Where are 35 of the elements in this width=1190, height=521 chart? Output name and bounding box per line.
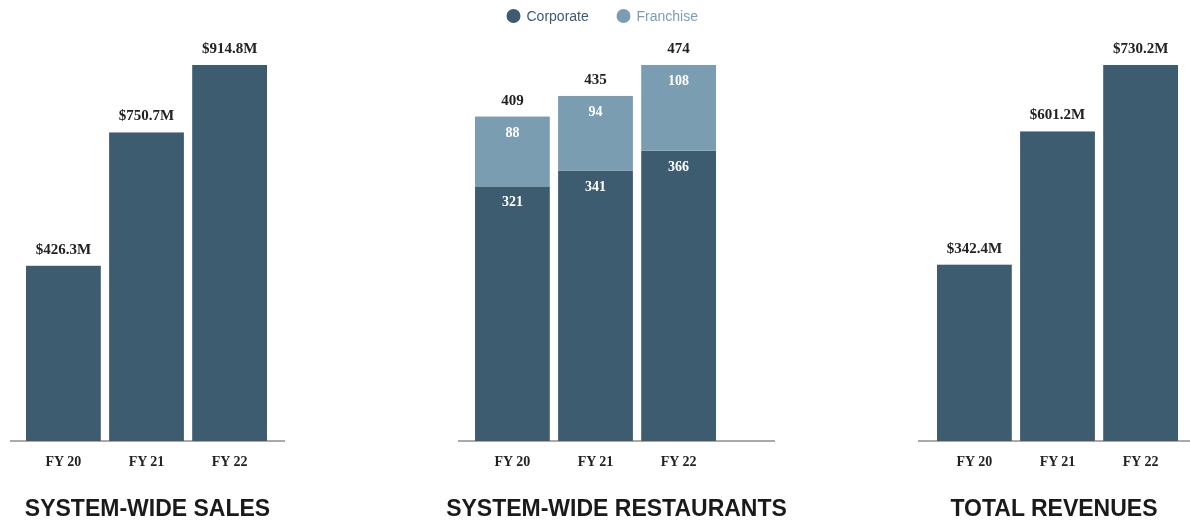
text: TOTAL REVENUES	[950, 495, 1158, 521]
bar	[558, 170, 633, 441]
x-tick-label: FY 22	[211, 454, 248, 469]
bar	[558, 95, 633, 171]
data-label: 94	[588, 103, 603, 119]
data-label: 341	[585, 178, 606, 194]
bar	[641, 65, 716, 151]
x-tick-label: FY 20	[494, 454, 531, 469]
data-label: $730.2M	[1112, 40, 1169, 56]
data-label: $342.4M	[946, 239, 1003, 256]
total-label: 474	[667, 40, 691, 56]
legend-label: Corporate	[526, 8, 589, 24]
data-label: $914.8M	[201, 40, 258, 56]
bar	[641, 150, 716, 441]
total-label: 435	[584, 70, 607, 87]
data-label: $750.7M	[118, 107, 175, 124]
bar	[475, 116, 550, 187]
total-label: 409	[501, 91, 524, 108]
x-tick-label: FY 21	[577, 454, 614, 469]
data-label: 366	[668, 158, 690, 174]
data-label: 108	[668, 73, 690, 88]
text: SYSTEM-WIDE RESTAURANTS	[446, 495, 787, 521]
x-tick-label: FY 20	[956, 454, 993, 469]
x-tick-label: FY 21	[128, 454, 165, 469]
data-label: $426.3M	[35, 240, 92, 257]
data-label: 88	[505, 124, 520, 140]
legend-label: Franchise	[636, 8, 699, 24]
x-tick-label: FY 20	[45, 454, 82, 469]
x-tick-label: FY 22	[660, 454, 697, 469]
x-tick-label: FY 21	[1039, 454, 1076, 469]
bar	[475, 186, 550, 441]
x-tick-label: FY 22	[1122, 454, 1159, 469]
text: SYSTEM-WIDE SALES	[24, 495, 271, 521]
data-label: 321	[501, 194, 523, 210]
data-label: $601.2M	[1029, 106, 1086, 123]
